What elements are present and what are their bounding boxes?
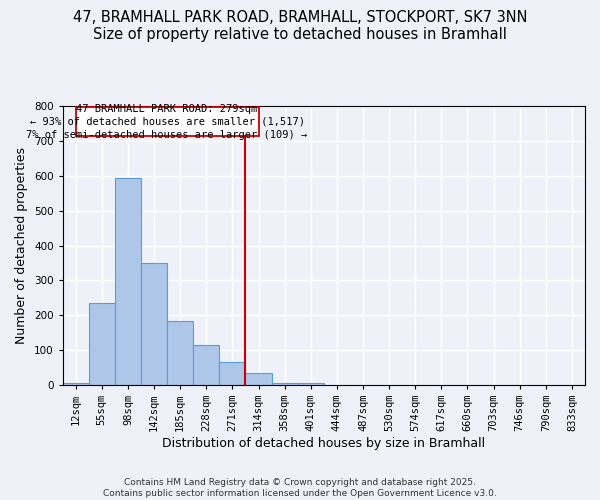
Text: 47 BRAMHALL PARK ROAD: 279sqm
← 93% of detached houses are smaller (1,517)
7% of: 47 BRAMHALL PARK ROAD: 279sqm ← 93% of d… <box>26 104 308 140</box>
Text: 47, BRAMHALL PARK ROAD, BRAMHALL, STOCKPORT, SK7 3NN
Size of property relative t: 47, BRAMHALL PARK ROAD, BRAMHALL, STOCKP… <box>73 10 527 42</box>
Bar <box>167 320 193 385</box>
Bar <box>89 303 115 385</box>
Bar <box>141 263 167 385</box>
X-axis label: Distribution of detached houses by size in Bramhall: Distribution of detached houses by size … <box>162 437 485 450</box>
Bar <box>115 178 141 385</box>
Bar <box>298 383 324 385</box>
Text: Contains HM Land Registry data © Crown copyright and database right 2025.
Contai: Contains HM Land Registry data © Crown c… <box>103 478 497 498</box>
Bar <box>193 345 220 385</box>
FancyBboxPatch shape <box>76 108 259 136</box>
Bar <box>220 362 245 385</box>
Bar <box>245 372 272 385</box>
Bar <box>62 383 89 385</box>
Y-axis label: Number of detached properties: Number of detached properties <box>16 147 28 344</box>
Bar <box>272 383 298 385</box>
